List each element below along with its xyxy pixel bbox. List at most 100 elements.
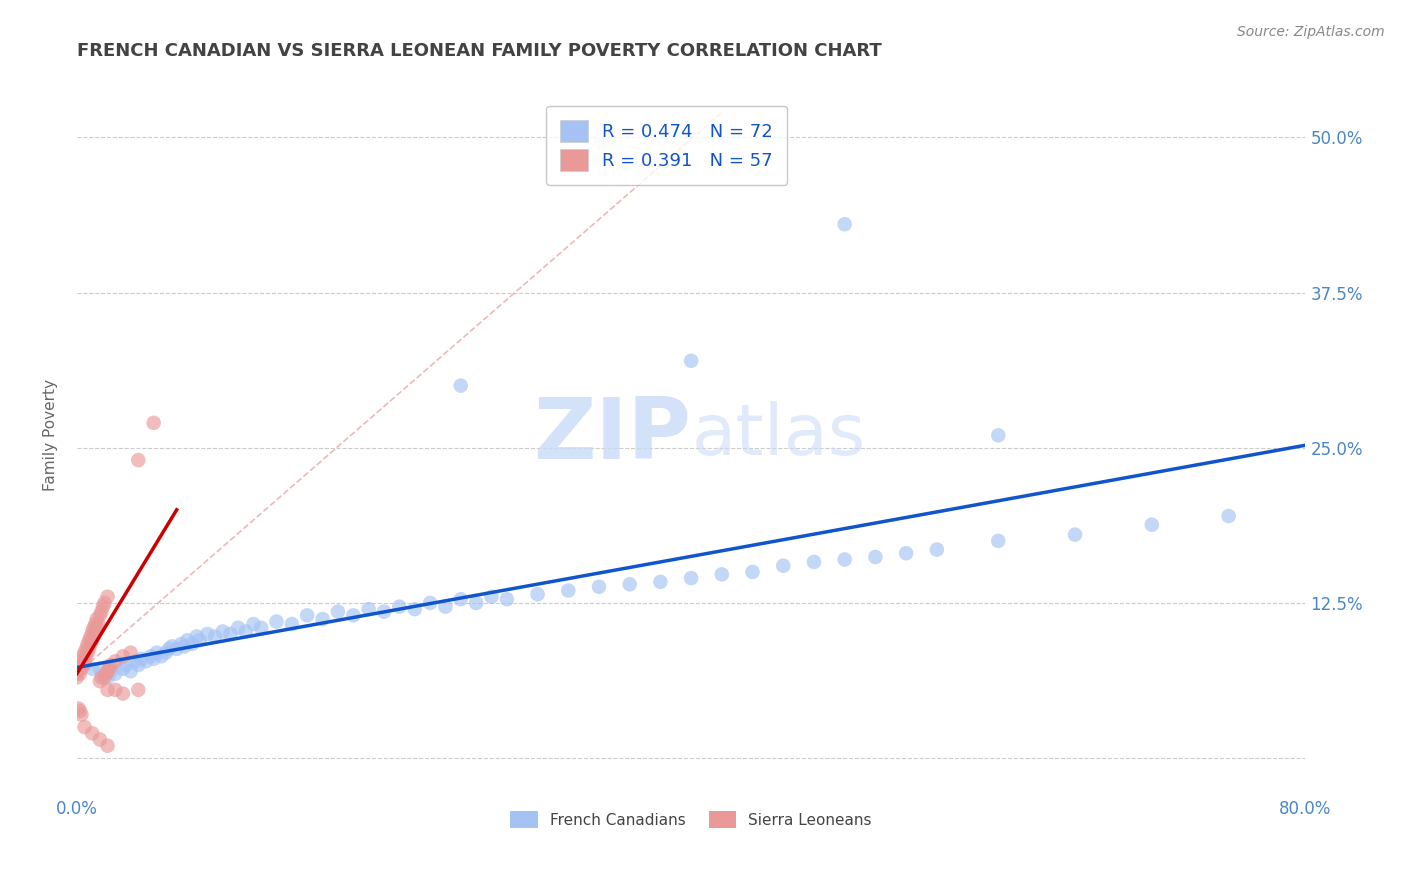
Point: [69, 658, 91, 673]
Point: [357, 602, 380, 616]
Point: [104, 654, 127, 668]
Point: [86, 621, 108, 635]
Point: [69, 666, 91, 681]
Point: [75, 649, 97, 664]
Point: [73, 646, 96, 660]
Point: [188, 633, 211, 648]
Text: Source: ZipAtlas.com: Source: ZipAtlas.com: [1237, 25, 1385, 39]
Point: [157, 641, 180, 656]
Point: [1140, 517, 1163, 532]
Text: FRENCH CANADIAN VS SIERRA LEONEAN FAMILY POVERTY CORRELATION CHART: FRENCH CANADIAN VS SIERRA LEONEAN FAMILY…: [77, 42, 882, 60]
Point: [67, 664, 90, 678]
Point: [111, 649, 134, 664]
Point: [77, 641, 100, 656]
Point: [66, 670, 89, 684]
Point: [450, 378, 472, 392]
Point: [173, 640, 195, 654]
Point: [135, 654, 157, 668]
Point: [124, 654, 146, 668]
Point: [242, 617, 264, 632]
Point: [465, 596, 488, 610]
Point: [450, 592, 472, 607]
Point: [72, 658, 94, 673]
Point: [89, 662, 111, 676]
Point: [98, 662, 121, 676]
Point: [526, 587, 548, 601]
Point: [93, 670, 115, 684]
Point: [67, 701, 90, 715]
Point: [1064, 527, 1087, 541]
Point: [97, 670, 120, 684]
Point: [97, 682, 120, 697]
Point: [73, 720, 96, 734]
Point: [97, 664, 120, 678]
Point: [681, 571, 703, 585]
Point: [834, 217, 856, 231]
Point: [100, 658, 122, 673]
Point: [69, 704, 91, 718]
Point: [266, 615, 288, 629]
Point: [82, 633, 104, 648]
Point: [97, 590, 120, 604]
Point: [557, 583, 579, 598]
Point: [90, 670, 112, 684]
Point: [834, 552, 856, 566]
Point: [619, 577, 641, 591]
Point: [281, 617, 304, 632]
Point: [72, 649, 94, 664]
Point: [76, 637, 98, 651]
Point: [93, 666, 115, 681]
Point: [419, 596, 441, 610]
Point: [73, 654, 96, 668]
Point: [388, 599, 411, 614]
Point: [104, 682, 127, 697]
Point: [89, 674, 111, 689]
Point: [650, 574, 672, 589]
Point: [111, 687, 134, 701]
Point: [186, 630, 208, 644]
Point: [91, 599, 114, 614]
Point: [84, 624, 107, 639]
Point: [326, 605, 349, 619]
Point: [120, 664, 142, 678]
Legend: French Canadians, Sierra Leoneans: French Canadians, Sierra Leoneans: [505, 805, 879, 835]
Y-axis label: Family Poverty: Family Poverty: [44, 379, 58, 491]
Point: [235, 624, 257, 639]
Point: [87, 617, 110, 632]
Point: [127, 453, 149, 467]
Point: [104, 666, 127, 681]
Point: [166, 641, 188, 656]
Point: [741, 565, 763, 579]
Point: [155, 646, 177, 660]
Point: [311, 612, 333, 626]
Point: [86, 612, 108, 626]
Point: [219, 627, 242, 641]
Point: [481, 590, 503, 604]
Point: [894, 546, 917, 560]
Point: [93, 596, 115, 610]
Point: [80, 637, 103, 651]
Point: [89, 732, 111, 747]
Point: [342, 608, 364, 623]
Point: [588, 580, 610, 594]
Point: [404, 602, 426, 616]
Point: [250, 621, 273, 635]
Point: [170, 637, 193, 651]
Point: [160, 640, 183, 654]
Point: [83, 630, 105, 644]
Point: [204, 630, 226, 644]
Point: [131, 652, 153, 666]
Point: [145, 646, 167, 660]
Point: [82, 726, 104, 740]
Point: [120, 646, 142, 660]
Point: [226, 621, 249, 635]
Point: [70, 662, 93, 676]
Text: ZIP: ZIP: [533, 393, 692, 477]
Point: [681, 353, 703, 368]
Point: [987, 533, 1010, 548]
Point: [73, 658, 96, 673]
Point: [373, 605, 395, 619]
Point: [75, 641, 97, 656]
Point: [89, 608, 111, 623]
Point: [297, 608, 319, 623]
